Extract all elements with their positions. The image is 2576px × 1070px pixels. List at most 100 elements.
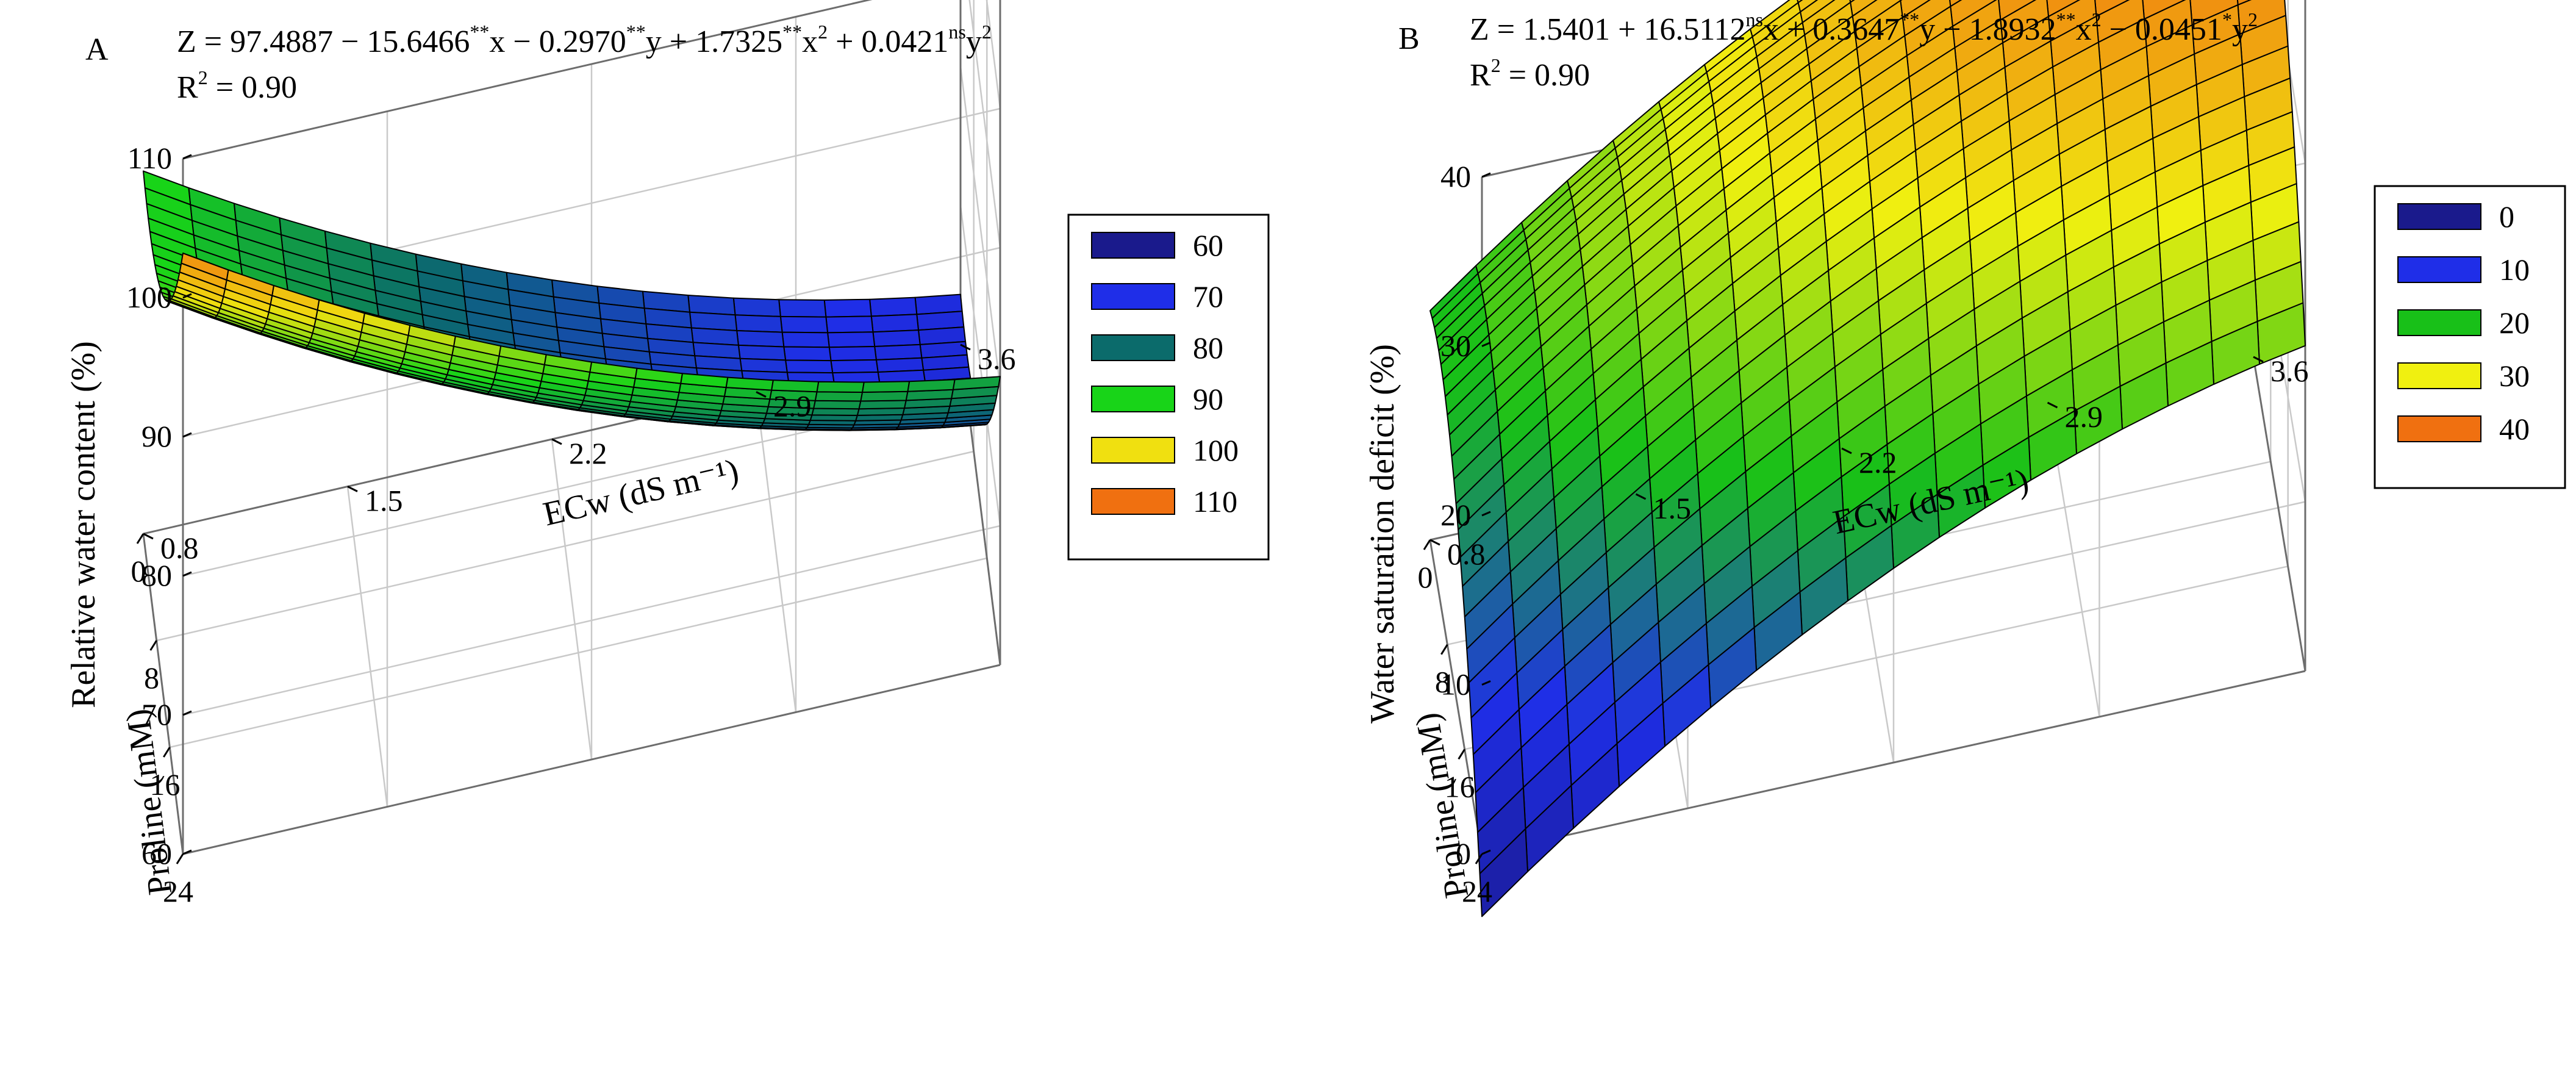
equation-superscript: * (2222, 9, 2232, 31)
wall-gridline (959, 205, 1001, 526)
surface-cell (860, 390, 909, 402)
z-tick-label: 10 (1440, 667, 1471, 702)
surface-cell (872, 329, 921, 347)
z-tick (182, 154, 192, 160)
floor-gridline (156, 450, 974, 642)
equation-term: x (802, 24, 818, 59)
legend-label: 80 (1193, 331, 1223, 365)
legend-swatch (2397, 415, 2481, 442)
proline-tick-label: 0 (1418, 560, 1433, 594)
r-squared-superscript: 2 (1491, 54, 1501, 76)
legend-label: 90 (1193, 382, 1223, 416)
z-tick (182, 432, 192, 438)
z-tick (182, 710, 192, 716)
panel-letter: B (1398, 21, 1420, 56)
surface-cell (779, 315, 829, 334)
z-tick-label: 40 (1440, 159, 1471, 193)
y-tick (1440, 644, 1448, 655)
legend-label: 100 (1193, 433, 1239, 467)
box-edge (1429, 539, 1483, 855)
x-tick (2253, 356, 2264, 363)
equation-term: x − 0.2970 (489, 24, 626, 59)
ecw-tick-label: 2.9 (2065, 400, 2103, 434)
legend-label: 0 (2499, 199, 2514, 234)
regression-equation: Z = 1.5401 + 16.5112nsx + 0.3647**y − 1.… (1470, 9, 2258, 47)
r-squared-superscript: 2 (198, 66, 208, 88)
surface-cell (739, 357, 788, 373)
equation-superscript: 2 (982, 21, 992, 43)
legend-label: 10 (2499, 253, 2530, 287)
x-tick (347, 486, 358, 492)
legend-swatch (1091, 283, 1175, 310)
floor-gridline (170, 557, 987, 749)
surface-cell (874, 343, 923, 361)
regression-equation: Z = 97.4887 − 15.6466**x − 0.2970**y + 1… (177, 21, 992, 59)
equation-superscript: ** (1900, 9, 1919, 31)
legend: 60 70 80 90 100 110 (1067, 214, 1270, 561)
wall-gridline (182, 525, 1001, 716)
proline-tick-label: 16 (149, 767, 180, 802)
y-tick (136, 533, 145, 544)
surface-cell (811, 408, 860, 416)
r-squared-value: = 0.90 (208, 70, 297, 105)
equation-superscript: 2 (2248, 9, 2258, 31)
legend-label: 110 (1193, 484, 1237, 519)
equation-term: + 0.0421 (828, 24, 948, 59)
equation-term: x (2076, 12, 2092, 47)
equation-term: − 0.0451 (2102, 12, 2222, 47)
wall-gridline (968, 0, 1001, 248)
ecw-tick-label: 0.8 (1447, 537, 1486, 571)
box-edge (182, 0, 873, 160)
ecw-tick-label: 1.5 (365, 484, 403, 518)
legend: 0 10 20 30 40 (2374, 185, 2566, 489)
surface-cell (828, 346, 877, 362)
proline-tick-label: 8 (1435, 665, 1450, 699)
equation-superscript: 2 (2092, 9, 2102, 31)
legend-swatch (1091, 386, 1175, 412)
surface-cell (814, 391, 863, 402)
equation-superscript: ns (1746, 9, 1763, 31)
surface-cell (181, 253, 229, 281)
x-tick (960, 343, 971, 351)
surface-cell (736, 330, 785, 348)
ecw-tick-label: 2.9 (773, 389, 812, 423)
box-edge (2252, 356, 2306, 672)
z-tick-label: 0 (1456, 836, 1471, 871)
surface-cell (737, 344, 787, 361)
z-tick-label: 20 (1440, 498, 1471, 532)
y-tick (1423, 539, 1431, 550)
z-tick (1481, 680, 1491, 686)
legend-label: 40 (2499, 412, 2530, 446)
equation-superscript: ** (2056, 9, 2076, 31)
x-tick (551, 438, 562, 445)
surface-cell (825, 315, 874, 334)
z-tick (1481, 172, 1491, 178)
floor-gridline (755, 392, 797, 713)
legend-swatch (1091, 437, 1175, 464)
proline-tick-label: 24 (163, 874, 193, 908)
legend-frame (2374, 185, 2566, 489)
proline-tick-label: 24 (1462, 874, 1492, 908)
r-squared-prefix: R (1470, 58, 1491, 93)
r-squared: R2 = 0.90 (1470, 54, 1590, 93)
surface-cell (823, 298, 872, 318)
z-tick (182, 571, 192, 577)
legend-label: 60 (1193, 228, 1223, 262)
x-tick (1635, 493, 1647, 500)
y-tick (1458, 749, 1465, 760)
z-tick (1481, 342, 1491, 347)
equation-superscript: ** (470, 21, 489, 43)
legend-swatch (2397, 203, 2481, 230)
response-surface (1429, 0, 2306, 917)
legend-swatch (1091, 334, 1175, 361)
surface-cell (781, 331, 830, 348)
surface-cell (862, 381, 911, 393)
panel-letter: A (85, 32, 109, 67)
z-tick-label: 100 (126, 280, 172, 314)
proline-axis-label: Proline (mM) (1408, 710, 1476, 900)
surface-cell (783, 346, 832, 362)
legend-swatch (2397, 362, 2481, 389)
equation-superscript: ns (948, 21, 965, 43)
equation-term: y − 1.8932 (1919, 12, 2056, 47)
